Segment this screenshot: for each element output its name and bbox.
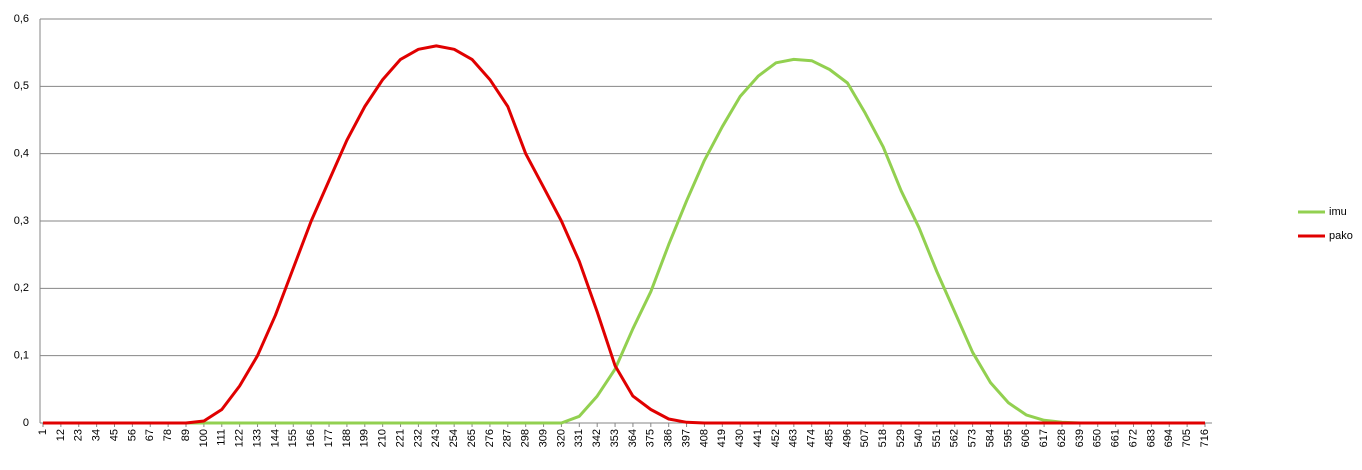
x-tick-label: 507 (859, 429, 871, 447)
x-tick-label: 78 (162, 429, 174, 441)
x-tick-label: 540 (913, 429, 925, 447)
x-tick-label: 309 (537, 429, 549, 447)
x-tick-label: 562 (949, 429, 961, 447)
x-tick-label: 452 (770, 429, 782, 447)
x-tick-label: 584 (984, 429, 996, 447)
x-tick-label: 188 (341, 429, 353, 447)
x-tick-label: 133 (251, 429, 263, 447)
x-tick-label: 144 (269, 429, 281, 447)
x-tick-label: 243 (430, 429, 442, 447)
y-tick-label: 0,4 (14, 148, 29, 160)
x-tick-label: 287 (502, 429, 514, 447)
x-tick-label: 518 (877, 429, 889, 447)
y-tick-label: 0,3 (14, 215, 29, 227)
x-tick-label: 639 (1074, 429, 1086, 447)
x-tick-label: 375 (645, 429, 657, 447)
x-tick-label: 397 (680, 429, 692, 447)
x-tick-label: 551 (931, 429, 943, 447)
x-tick-label: 441 (752, 429, 764, 447)
series-line (43, 57, 1205, 425)
series-line (43, 44, 1205, 425)
x-tick-label: 100 (198, 429, 210, 447)
x-tick-label: 408 (698, 429, 710, 447)
x-tick-label: 34 (91, 429, 103, 441)
x-tick-label: 419 (716, 429, 728, 447)
x-tick-label: 463 (788, 429, 800, 447)
x-tick-label: 111 (216, 429, 228, 446)
x-tick-label: 573 (967, 429, 979, 447)
y-tick-label: 0,6 (14, 13, 29, 25)
x-tick-label: 606 (1020, 429, 1032, 447)
y-tick-label: 0,2 (14, 282, 29, 294)
x-tick-label: 254 (448, 429, 460, 447)
x-tick-label: 276 (484, 429, 496, 447)
x-tick-label: 683 (1145, 429, 1157, 447)
x-tick-label: 210 (377, 429, 389, 447)
x-tick-label: 12 (55, 429, 67, 441)
x-tick-label: 485 (823, 429, 835, 447)
x-tick-label: 232 (412, 429, 424, 447)
x-tick-label: 23 (73, 429, 85, 441)
x-tick-label: 364 (627, 429, 639, 447)
x-tick-label: 661 (1110, 429, 1122, 447)
x-tick-label: 342 (591, 429, 603, 447)
y-tick-label: 0,5 (14, 80, 29, 92)
x-tick-label: 694 (1163, 429, 1175, 447)
x-tick-label: 650 (1092, 429, 1104, 447)
x-tick-label: 155 (287, 429, 299, 447)
x-tick-label: 628 (1056, 429, 1068, 447)
x-tick-label: 122 (234, 429, 246, 447)
x-tick-label: 672 (1127, 429, 1139, 447)
x-tick-label: 67 (144, 429, 156, 441)
x-tick-label: 331 (573, 429, 585, 447)
x-tick-label: 199 (359, 429, 371, 447)
x-tick-label: 529 (895, 429, 907, 447)
x-tick-label: 386 (663, 429, 675, 447)
x-tick-label: 716 (1199, 429, 1211, 447)
y-tick-label: 0,1 (14, 350, 29, 362)
x-tick-label: 177 (323, 429, 335, 447)
x-tick-label: 45 (108, 429, 120, 441)
x-tick-label: 166 (305, 429, 317, 447)
y-tick-label: 0 (23, 417, 29, 429)
x-tick-label: 353 (609, 429, 621, 447)
x-tick-label: 221 (394, 429, 406, 447)
legend-label: pako (1329, 230, 1353, 242)
x-tick-label: 496 (841, 429, 853, 447)
x-tick-label: 265 (466, 429, 478, 447)
x-tick-label: 705 (1181, 429, 1193, 447)
x-tick-label: 89 (180, 429, 192, 441)
x-tick-label: 298 (520, 429, 532, 447)
x-tick-label: 474 (806, 429, 818, 447)
x-tick-label: 617 (1038, 429, 1050, 447)
x-tick-label: 320 (555, 429, 567, 447)
x-tick-label: 430 (734, 429, 746, 447)
x-tick-label: 1 (37, 429, 49, 435)
x-tick-label: 595 (1002, 429, 1014, 447)
legend-label: imu (1329, 206, 1347, 218)
x-tick-label: 56 (126, 429, 138, 441)
